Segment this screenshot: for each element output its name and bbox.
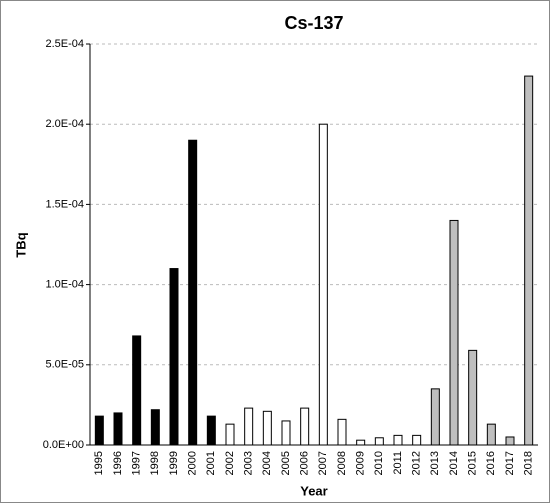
x-tick-label: 1997 (131, 451, 143, 475)
bar (449, 219, 459, 446)
bar (505, 436, 515, 446)
x-tick-label: 2003 (243, 451, 255, 475)
x-tick-label: 1995 (93, 451, 105, 475)
y-tick-label: 2.5E-04 (45, 38, 84, 50)
x-axis-label: Year (300, 483, 327, 498)
bar (430, 388, 440, 446)
bar (468, 349, 478, 446)
x-tick-label: 2004 (261, 451, 273, 475)
bar (132, 335, 142, 446)
bar (412, 434, 422, 446)
x-tick-label: 2010 (373, 451, 385, 475)
bar (356, 439, 366, 446)
y-tick-label: 2.0E-04 (45, 118, 84, 130)
bar (374, 437, 384, 446)
x-tick-label: 2005 (280, 451, 292, 475)
bar (300, 407, 310, 446)
y-tick-label: 1.0E-04 (45, 279, 84, 291)
x-tick-label: 2018 (523, 451, 535, 475)
x-tick-label: 2013 (429, 451, 441, 475)
x-tick-label: 2015 (467, 451, 479, 475)
bar (318, 123, 328, 446)
bar (393, 434, 403, 446)
chart-title: Cs-137 (284, 13, 343, 33)
x-tick-label: 2002 (224, 451, 236, 475)
bar (337, 418, 347, 446)
bar (150, 409, 160, 446)
y-tick-label: 5.0E-05 (45, 359, 84, 371)
x-tick-label: 1999 (168, 451, 180, 475)
bar (281, 420, 291, 446)
bar (486, 423, 496, 446)
bar (94, 415, 104, 446)
bar (206, 415, 216, 446)
y-axis-label: TBq (13, 232, 28, 257)
x-tick-label: 2000 (187, 451, 199, 475)
x-tick-label: 1998 (149, 451, 161, 475)
y-tick-label: 0.0E+00 (43, 439, 84, 451)
x-tick-label: 2007 (317, 451, 329, 475)
x-tick-label: 1996 (112, 451, 124, 475)
x-tick-label: 2006 (299, 451, 311, 475)
y-tick-label: 1.5E-04 (45, 198, 84, 210)
x-tick-label: 2016 (485, 451, 497, 475)
bar (244, 407, 254, 446)
x-tick-label: 2008 (336, 451, 348, 475)
x-tick-label: 2011 (392, 451, 404, 475)
x-tick-label: 2017 (504, 451, 516, 475)
bar (113, 412, 123, 446)
x-tick-label: 2012 (411, 451, 423, 475)
bar (169, 268, 179, 446)
x-tick-label: 2009 (355, 451, 367, 475)
bar (225, 423, 235, 446)
x-tick-label: 2001 (205, 451, 217, 475)
bar (188, 139, 198, 446)
bar (524, 75, 534, 446)
x-tick-label: 2014 (448, 451, 460, 475)
bar (262, 410, 272, 446)
